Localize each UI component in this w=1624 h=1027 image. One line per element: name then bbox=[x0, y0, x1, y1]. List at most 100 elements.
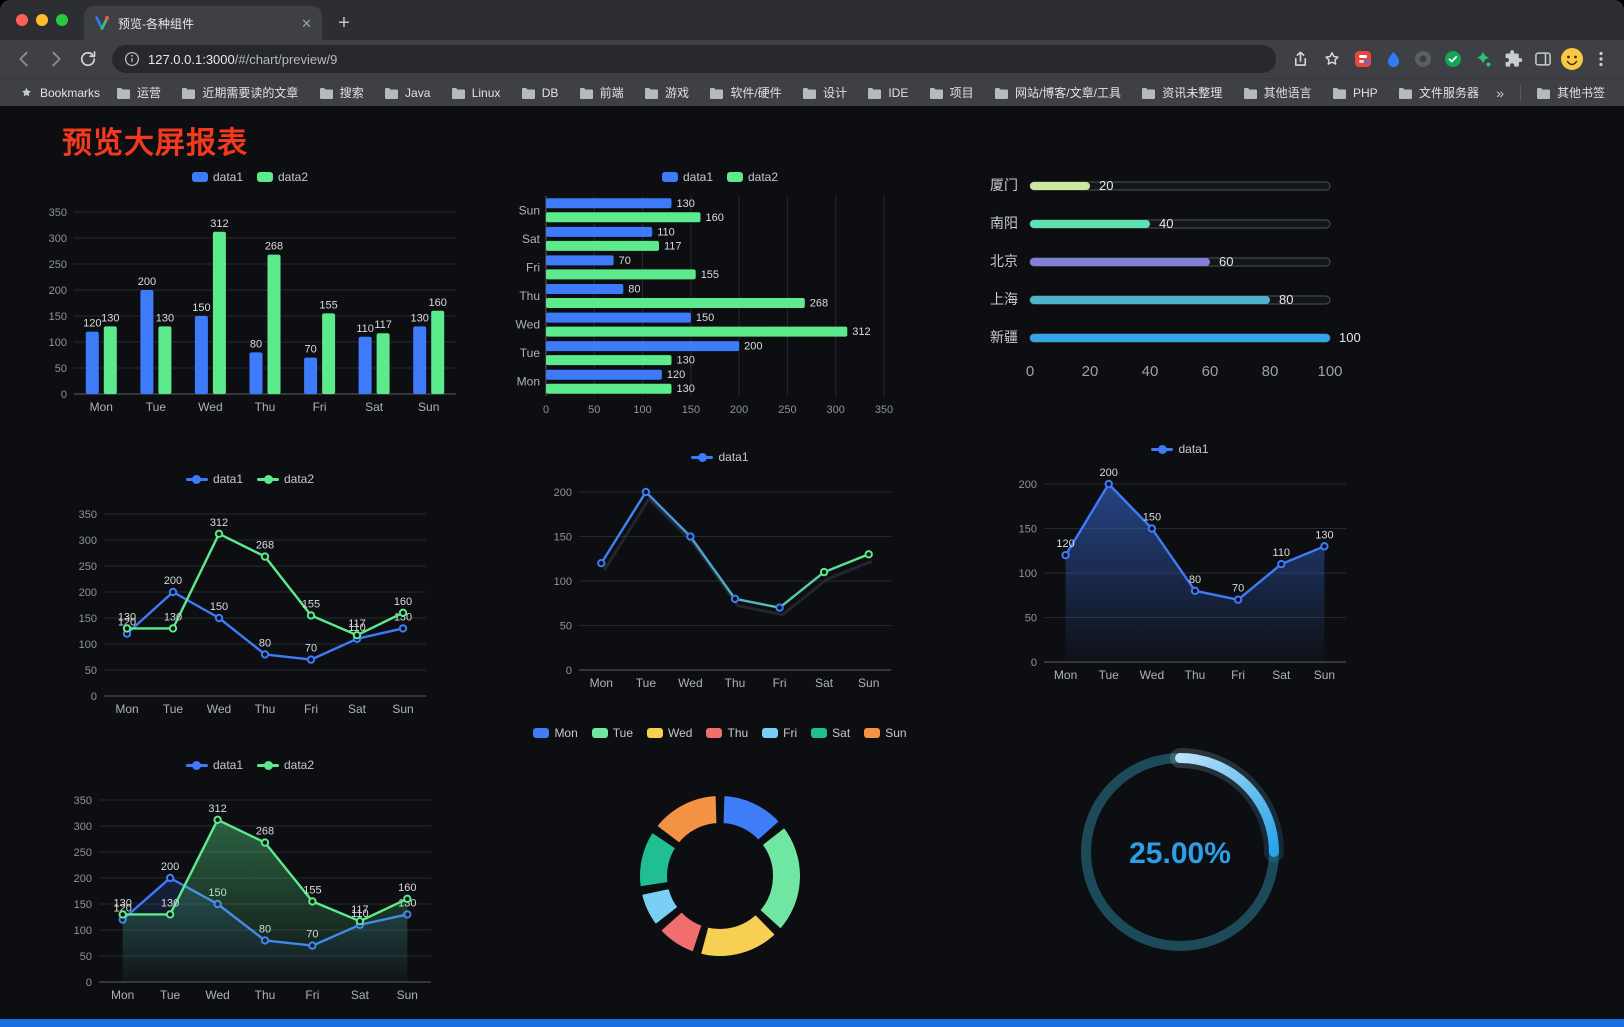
browser-tab[interactable]: 预览-各种组件 ✕ bbox=[84, 6, 322, 40]
bookmark-folder[interactable]: 设计 bbox=[795, 81, 854, 104]
bookmarks-root[interactable]: Bookmarks bbox=[12, 82, 107, 103]
data-point[interactable] bbox=[1277, 559, 1286, 569]
legend-item[interactable]: Thu bbox=[706, 726, 748, 740]
bar[interactable] bbox=[194, 316, 208, 394]
extension-icon-1[interactable] bbox=[1350, 45, 1376, 73]
legend-item[interactable]: data1 bbox=[185, 758, 243, 772]
bar[interactable] bbox=[546, 269, 696, 280]
pie-slice[interactable] bbox=[636, 828, 680, 891]
data-point[interactable] bbox=[118, 910, 127, 919]
forward-button[interactable] bbox=[42, 45, 70, 73]
extensions-puzzle-icon[interactable] bbox=[1500, 45, 1526, 73]
data-point[interactable] bbox=[122, 624, 132, 633]
back-button[interactable] bbox=[10, 45, 38, 73]
bar[interactable] bbox=[546, 369, 662, 380]
bar[interactable] bbox=[546, 240, 659, 251]
data-point[interactable] bbox=[165, 910, 175, 919]
bar[interactable] bbox=[546, 341, 740, 352]
legend-item[interactable]: data2 bbox=[257, 170, 308, 184]
bookmark-folder[interactable]: 文件服务器 bbox=[1391, 81, 1486, 104]
legend-item[interactable]: data1 bbox=[1151, 442, 1209, 456]
pie-slice[interactable] bbox=[656, 907, 706, 956]
reload-button[interactable] bbox=[74, 45, 102, 73]
bookmark-star-icon[interactable] bbox=[1318, 45, 1346, 73]
data-point[interactable] bbox=[306, 611, 316, 620]
site-info-icon[interactable] bbox=[124, 51, 140, 67]
bookmark-folder[interactable]: 搜索 bbox=[312, 81, 371, 104]
bar[interactable] bbox=[322, 313, 336, 394]
bookmark-folder[interactable]: 运营 bbox=[109, 81, 168, 104]
data-point[interactable] bbox=[214, 613, 224, 623]
bar[interactable] bbox=[158, 326, 172, 394]
data-point[interactable] bbox=[597, 559, 606, 568]
legend-item[interactable]: data2 bbox=[727, 170, 778, 184]
data-point[interactable] bbox=[260, 650, 270, 659]
data-point[interactable] bbox=[1061, 551, 1070, 560]
extension-icon-2[interactable] bbox=[1380, 45, 1406, 73]
bar[interactable] bbox=[546, 255, 614, 266]
bar[interactable] bbox=[546, 198, 672, 209]
bar[interactable] bbox=[546, 383, 672, 394]
legend-item[interactable]: Fri bbox=[762, 726, 797, 740]
bookmark-folder[interactable]: 资讯未整理 bbox=[1134, 81, 1229, 104]
legend-item[interactable]: data1 bbox=[185, 472, 243, 486]
data-point[interactable] bbox=[352, 631, 362, 640]
bookmark-folder[interactable]: DB bbox=[514, 81, 566, 104]
bar[interactable] bbox=[376, 333, 390, 394]
bar[interactable] bbox=[267, 254, 281, 394]
bar[interactable] bbox=[212, 231, 226, 394]
data-point[interactable] bbox=[403, 894, 412, 904]
data-point[interactable] bbox=[168, 624, 178, 633]
data-point[interactable] bbox=[213, 815, 222, 824]
bar[interactable] bbox=[546, 226, 653, 237]
pie-slice[interactable] bbox=[755, 823, 804, 934]
bar[interactable] bbox=[546, 212, 701, 223]
data-point[interactable] bbox=[641, 487, 651, 497]
data-point[interactable] bbox=[165, 873, 175, 883]
bar[interactable] bbox=[140, 290, 154, 394]
data-point[interactable] bbox=[398, 624, 408, 633]
data-point[interactable] bbox=[308, 897, 317, 906]
pie-slice[interactable] bbox=[719, 792, 784, 845]
data-point[interactable] bbox=[1147, 524, 1157, 533]
bar[interactable] bbox=[413, 326, 427, 394]
data-point[interactable] bbox=[214, 529, 224, 538]
side-panel-icon[interactable] bbox=[1530, 45, 1556, 73]
data-point[interactable] bbox=[730, 594, 740, 604]
data-point[interactable] bbox=[260, 552, 270, 561]
data-point[interactable] bbox=[355, 917, 365, 926]
close-window-button[interactable] bbox=[16, 14, 28, 26]
pie-slice[interactable] bbox=[637, 884, 682, 929]
bookmark-folder[interactable]: 网站/博客/文章/工具 bbox=[987, 81, 1128, 104]
bar[interactable] bbox=[546, 284, 624, 294]
share-icon[interactable] bbox=[1286, 45, 1314, 73]
data-point[interactable] bbox=[398, 608, 408, 618]
bar[interactable] bbox=[103, 326, 117, 394]
legend-item[interactable]: Mon bbox=[533, 726, 578, 740]
legend-item[interactable]: Sun bbox=[864, 726, 907, 740]
bar[interactable] bbox=[358, 336, 372, 394]
bar[interactable] bbox=[85, 331, 99, 394]
bookmark-folder[interactable]: 前端 bbox=[572, 81, 631, 104]
legend-item[interactable]: Sat bbox=[811, 726, 850, 740]
legend-item[interactable]: data1 bbox=[691, 450, 749, 464]
data-point[interactable] bbox=[306, 655, 316, 664]
bar[interactable] bbox=[546, 355, 672, 366]
extension-icon-3[interactable] bbox=[1410, 45, 1436, 73]
data-point[interactable] bbox=[1233, 595, 1243, 604]
data-point[interactable] bbox=[819, 567, 829, 577]
tab-close-icon[interactable]: ✕ bbox=[301, 15, 312, 31]
legend-item[interactable]: Wed bbox=[647, 726, 692, 740]
bar[interactable] bbox=[431, 310, 445, 394]
other-bookmarks[interactable]: 其他书签 bbox=[1529, 81, 1612, 104]
pie-slice[interactable] bbox=[652, 792, 721, 848]
bar[interactable] bbox=[304, 357, 318, 394]
extension-icon-4[interactable] bbox=[1440, 45, 1466, 73]
bookmark-folder[interactable]: Linux bbox=[444, 81, 508, 104]
data-point[interactable] bbox=[168, 587, 178, 597]
data-point[interactable] bbox=[1190, 586, 1200, 596]
bar[interactable] bbox=[546, 326, 848, 337]
legend-item[interactable]: Tue bbox=[591, 726, 633, 740]
bookmark-folder[interactable]: 软件/硬件 bbox=[702, 81, 788, 104]
legend-item[interactable]: data1 bbox=[191, 170, 243, 184]
